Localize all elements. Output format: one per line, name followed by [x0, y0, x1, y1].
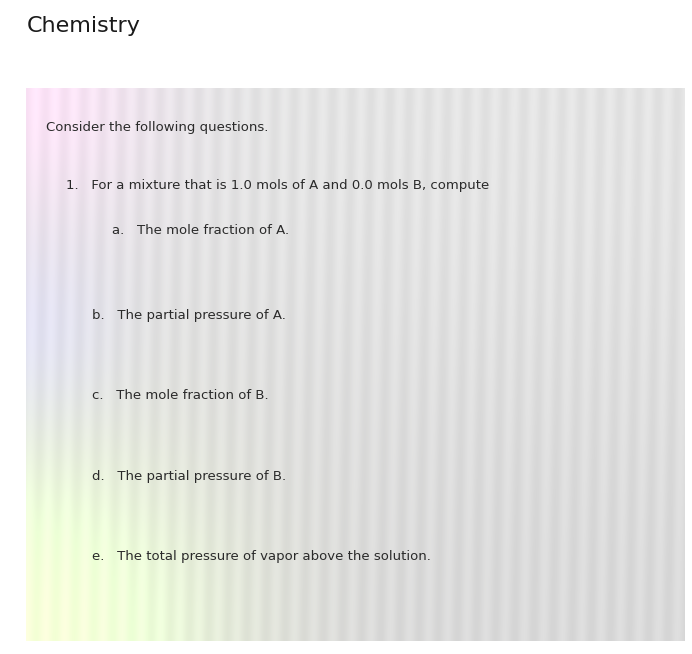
Text: Consider the following questions.: Consider the following questions. — [46, 122, 268, 135]
Text: b.   The partial pressure of A.: b. The partial pressure of A. — [92, 309, 286, 322]
Text: a.   The mole fraction of A.: a. The mole fraction of A. — [112, 224, 289, 237]
Text: Chemistry: Chemistry — [26, 16, 140, 37]
Text: e.   The total pressure of vapor above the solution.: e. The total pressure of vapor above the… — [92, 550, 431, 562]
Text: d.   The partial pressure of B.: d. The partial pressure of B. — [92, 470, 286, 483]
Text: c.   The mole fraction of B.: c. The mole fraction of B. — [92, 390, 268, 402]
Text: 1.   For a mixture that is 1.0 mols of A and 0.0 mols B, compute: 1. For a mixture that is 1.0 mols of A a… — [66, 179, 489, 192]
